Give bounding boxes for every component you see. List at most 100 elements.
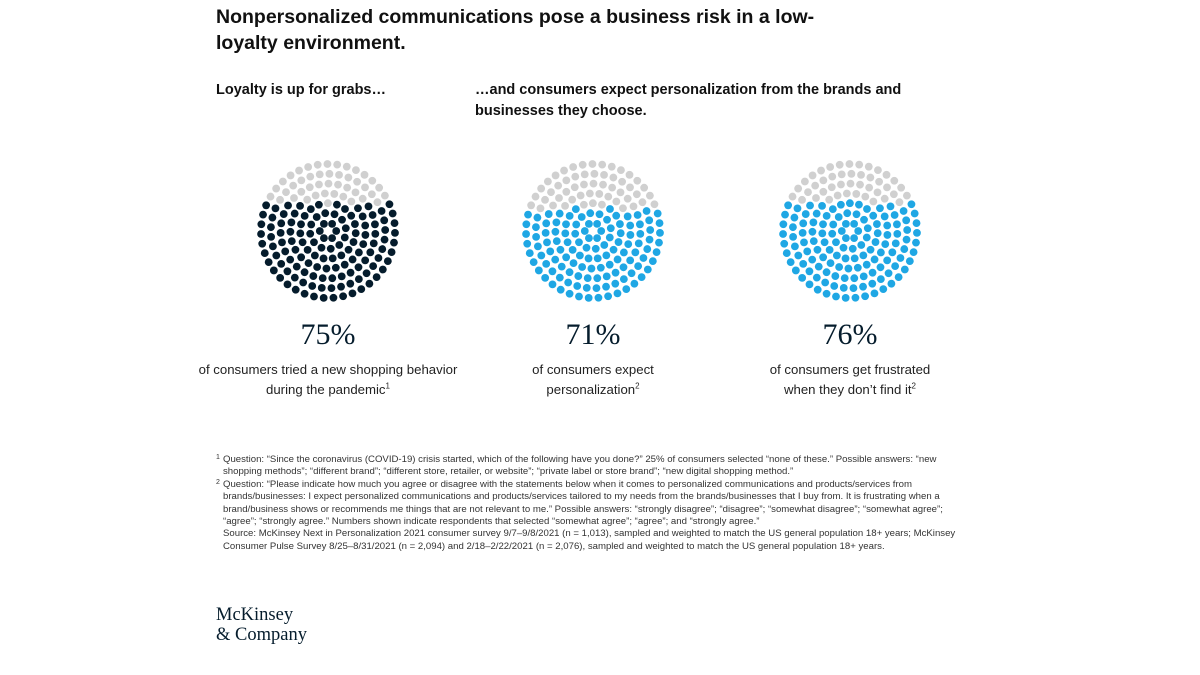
dot-115 bbox=[889, 190, 898, 199]
dot-98 bbox=[272, 251, 281, 260]
dot-93 bbox=[573, 282, 582, 290]
dot-152 bbox=[633, 176, 642, 185]
dot-103 bbox=[271, 204, 280, 213]
dot-55 bbox=[619, 204, 627, 213]
dot-74 bbox=[555, 194, 563, 202]
dot-130 bbox=[805, 280, 814, 289]
dot-145 bbox=[826, 163, 835, 171]
dot-23 bbox=[303, 246, 312, 254]
dot-159 bbox=[390, 238, 398, 247]
dot-129 bbox=[839, 283, 848, 292]
dot-60 bbox=[876, 248, 885, 257]
dot-53 bbox=[339, 192, 348, 201]
footnote-ref: 1 bbox=[385, 381, 390, 391]
dot-72 bbox=[279, 210, 288, 218]
dot-5 bbox=[850, 220, 858, 228]
dot-70 bbox=[798, 229, 807, 237]
dot-129 bbox=[317, 283, 326, 292]
dot-58 bbox=[626, 231, 635, 239]
dot-153 bbox=[640, 183, 649, 192]
dot-142 bbox=[800, 177, 809, 186]
dot-137 bbox=[779, 220, 788, 229]
dot-109 bbox=[580, 170, 589, 179]
dot-170 bbox=[575, 292, 583, 301]
dot-120 bbox=[645, 235, 654, 244]
dot-105 bbox=[282, 188, 290, 197]
dot-80 bbox=[608, 183, 617, 192]
dot-11 bbox=[306, 229, 315, 238]
footnote-2-text: Question: “Please indicate how much you … bbox=[223, 478, 943, 528]
dot-63 bbox=[318, 274, 327, 282]
footnote-1: 1 Question: “Since the coronavirus (COVID… bbox=[216, 454, 976, 479]
dot-37 bbox=[862, 260, 871, 269]
dot-44 bbox=[552, 237, 561, 246]
dot-39 bbox=[587, 264, 596, 273]
dot-150 bbox=[874, 166, 882, 174]
dot-158 bbox=[391, 228, 399, 237]
dot-78 bbox=[846, 179, 855, 188]
dot-149 bbox=[342, 162, 351, 171]
dot-40 bbox=[313, 263, 322, 271]
stat-panel-expect-personalization: 71% of consumers expect personalization2 bbox=[463, 156, 723, 399]
dot-54 bbox=[612, 197, 621, 206]
dot-97 bbox=[277, 259, 286, 268]
dot-154 bbox=[646, 191, 654, 200]
dot-56 bbox=[880, 212, 889, 221]
dot-127 bbox=[337, 282, 345, 291]
dot-104 bbox=[276, 195, 284, 204]
dot-108 bbox=[306, 172, 315, 181]
dot-148 bbox=[855, 160, 864, 169]
dot-18 bbox=[609, 245, 618, 254]
dot-150 bbox=[352, 166, 360, 174]
dot-52 bbox=[330, 190, 339, 198]
dot-17 bbox=[606, 224, 615, 233]
dot-135 bbox=[258, 239, 267, 248]
dot-152 bbox=[890, 176, 899, 185]
dot-143 bbox=[551, 171, 560, 180]
dot-57 bbox=[361, 221, 370, 230]
dot-16 bbox=[338, 215, 346, 224]
dot-98 bbox=[794, 251, 803, 260]
stat-value: 75% bbox=[300, 318, 356, 351]
dot-6 bbox=[605, 233, 614, 242]
dot-100 bbox=[789, 232, 797, 241]
dot-14 bbox=[321, 209, 330, 218]
stat-description: of consumers get frustrated when they do… bbox=[720, 360, 980, 399]
dot-85 bbox=[636, 220, 644, 229]
dot-148 bbox=[333, 160, 342, 169]
dot-0 bbox=[854, 227, 863, 235]
dot-122 bbox=[896, 254, 905, 262]
dot-144 bbox=[817, 166, 825, 175]
dot-143 bbox=[286, 171, 295, 180]
dot-122 bbox=[639, 254, 648, 262]
dot-112 bbox=[609, 173, 618, 182]
dot-7 bbox=[857, 241, 866, 249]
dot-83 bbox=[886, 202, 895, 211]
dot-121 bbox=[378, 245, 387, 253]
stat-value: 71% bbox=[565, 318, 621, 351]
subtitle-left: Loyalty is up for grabs… bbox=[216, 82, 386, 98]
dot-131 bbox=[541, 274, 550, 282]
dot-152 bbox=[368, 176, 377, 185]
dot-18 bbox=[344, 245, 353, 254]
dot-86 bbox=[371, 230, 380, 238]
dot-170 bbox=[310, 292, 318, 301]
dot-44 bbox=[287, 237, 296, 246]
dot-141 bbox=[272, 184, 281, 193]
dot-76 bbox=[570, 183, 579, 192]
dot-46 bbox=[552, 218, 561, 227]
dot-135 bbox=[523, 239, 532, 248]
dot-0 bbox=[597, 227, 606, 235]
dot-3 bbox=[315, 227, 324, 235]
dot-34 bbox=[616, 220, 624, 228]
dot-171 bbox=[300, 289, 309, 298]
dot-109 bbox=[837, 170, 846, 179]
dot-94 bbox=[564, 278, 573, 287]
dot-29 bbox=[579, 200, 588, 209]
dot-153 bbox=[897, 183, 906, 192]
footnotes: 1 Question: “Since the coronavirus (COVID… bbox=[216, 454, 976, 553]
dot-92 bbox=[602, 272, 611, 281]
dot-15 bbox=[330, 210, 339, 219]
dot-84 bbox=[890, 211, 899, 219]
dot-106 bbox=[554, 181, 563, 190]
